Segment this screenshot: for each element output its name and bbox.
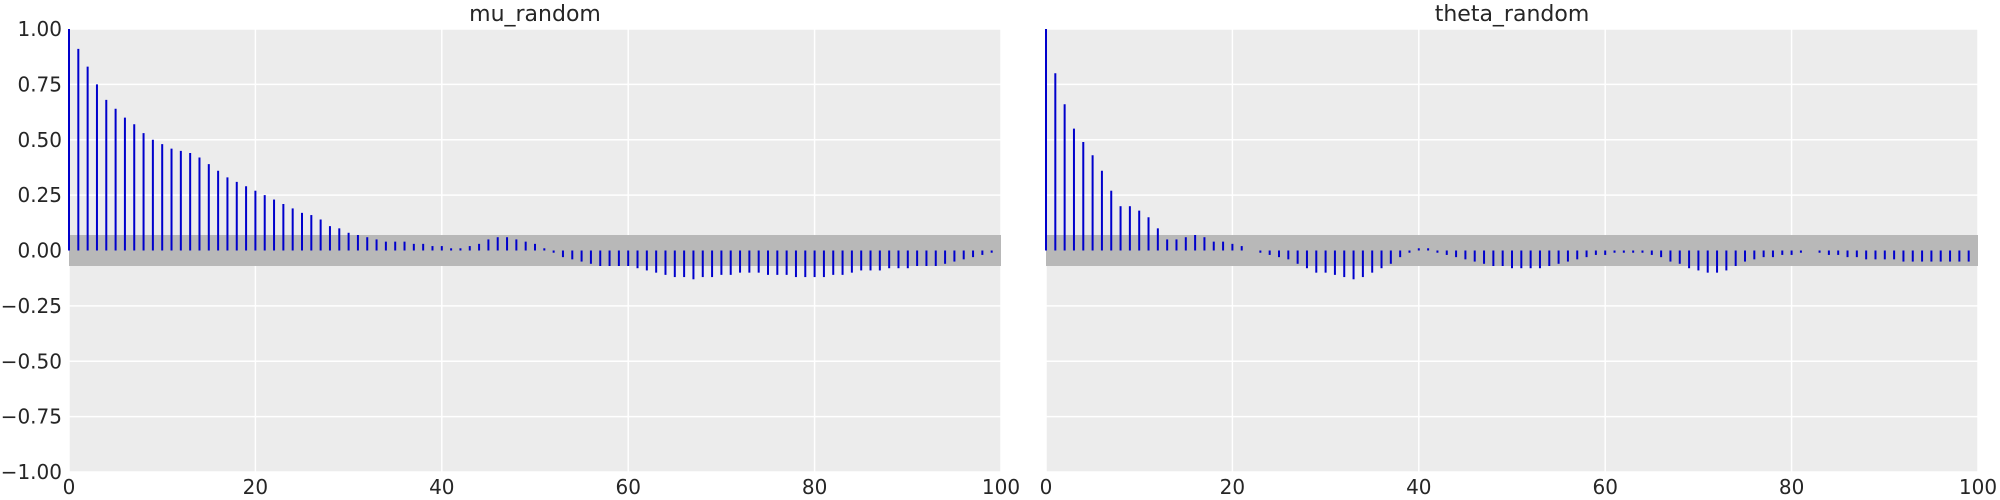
chart-title-mu-random: mu_random	[469, 2, 601, 27]
y-tick-label: 0.75	[17, 72, 62, 96]
x-tick-label: 60	[1592, 475, 1617, 499]
x-tick-label: 20	[243, 475, 268, 499]
chart-title-theta-random: theta_random	[1435, 2, 1590, 27]
y-tick-label: 1.00	[17, 17, 62, 41]
x-tick-label: 100	[982, 475, 1020, 499]
panel-theta-random: theta_random 0 20 40 60 80 100	[1040, 2, 1997, 499]
x-tick-label: 80	[1779, 475, 1804, 499]
x-tick-label: 0	[63, 475, 76, 499]
x-tick-label: 40	[1406, 475, 1431, 499]
x-tick-labels-theta-random: 0 20 40 60 80 100	[1040, 475, 1997, 499]
y-tick-label: 0.25	[17, 183, 62, 207]
y-tick-label: −0.75	[1, 405, 62, 429]
x-tick-label: 0	[1040, 475, 1053, 499]
x-tick-label: 100	[1959, 475, 1997, 499]
bars-theta-random	[1045, 29, 1970, 280]
bars-mu-random	[68, 29, 993, 280]
x-tick-label: 80	[802, 475, 827, 499]
y-tick-label: −1.00	[1, 460, 62, 484]
y-tick-label: 0.50	[17, 128, 62, 152]
y-tick-label: −0.25	[1, 294, 62, 318]
panel-mu-random: mu_random 0 20 40 60 80 100 1.00 0.75 0.50 0.25 0…	[1, 2, 1020, 499]
y-tick-labels-mu-random: 1.00 0.75 0.50 0.25 0.00 −0.25 −0.50 −0.75 −1.00	[1, 17, 62, 484]
x-tick-labels-mu-random: 0 20 40 60 80 100	[63, 475, 1020, 499]
y-tick-label: 0.00	[17, 239, 62, 263]
x-tick-label: 60	[615, 475, 640, 499]
x-tick-label: 20	[1220, 475, 1245, 499]
y-tick-label: −0.50	[1, 349, 62, 373]
x-tick-label: 40	[429, 475, 454, 499]
